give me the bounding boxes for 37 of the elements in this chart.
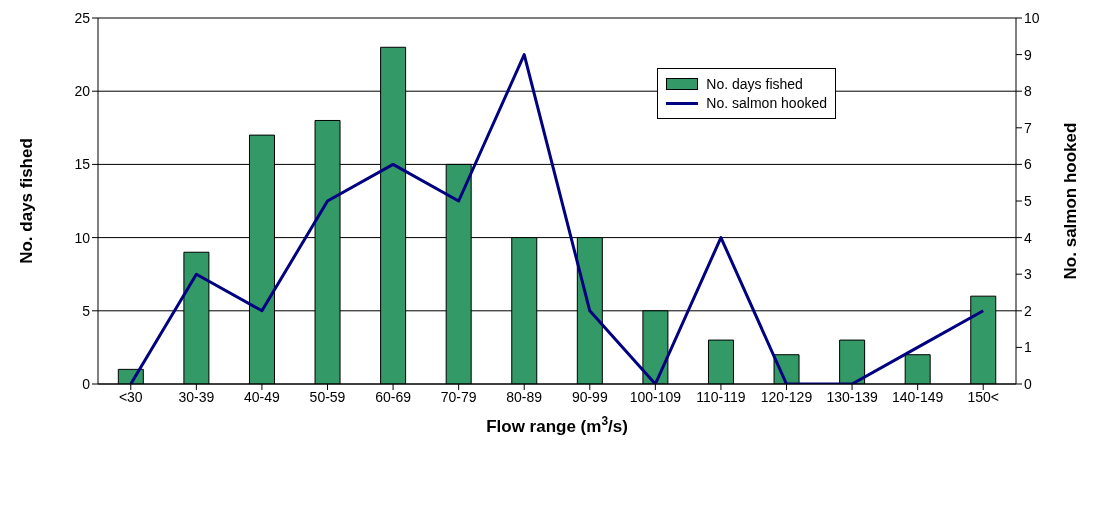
y2-tick-label: 3 — [1024, 266, 1032, 283]
x-tick-label: 110-119 — [696, 388, 746, 405]
y-tick-label: 5 — [82, 302, 91, 319]
x-tick-label: 90-99 — [571, 388, 608, 405]
x-tick-label: 80-89 — [506, 388, 543, 405]
y2-tick-label: 1 — [1024, 339, 1032, 356]
x-tick-label: 70-79 — [440, 388, 477, 405]
y2-axis-title: No. salmon hooked — [1061, 122, 1080, 280]
x-tick-label: 120-129 — [760, 388, 813, 405]
x-tick-label: 40-49 — [244, 388, 281, 405]
y2-tick-label: 10 — [1024, 9, 1040, 26]
y-tick-label: 15 — [74, 156, 91, 173]
x-tick-label: 140-149 — [891, 388, 944, 405]
legend-label: No. days fished — [706, 76, 803, 92]
y-tick-label: 10 — [74, 229, 91, 246]
y2-tick-label: 2 — [1024, 302, 1032, 319]
x-tick-label: 60-69 — [375, 388, 412, 405]
y2-tick-label: 7 — [1024, 119, 1032, 136]
y2-tick-label: 5 — [1024, 192, 1032, 209]
line-series — [129, 53, 985, 384]
x-tick-label: <30 — [118, 388, 143, 405]
y2-tick-label: 8 — [1024, 83, 1032, 100]
y2-tick-label: 9 — [1024, 46, 1032, 63]
y-axis-title: No. days fished — [17, 138, 36, 264]
y-tick-label: 25 — [74, 9, 91, 26]
y2-tick-label: 6 — [1024, 156, 1032, 173]
y2-tick-label: 0 — [1024, 375, 1032, 392]
x-tick-label: 130-139 — [826, 388, 878, 405]
legend-label: No. salmon hooked — [706, 95, 827, 111]
y2-tick-label: 4 — [1024, 229, 1032, 246]
x-tick-label: 100-109 — [629, 388, 682, 405]
y-tick-label: 0 — [82, 375, 91, 392]
y-tick-label: 20 — [74, 83, 91, 100]
x-axis-title: Flow range (m$^{3}$/s) — [486, 414, 628, 436]
x-tick-label: 30-39 — [178, 388, 215, 405]
x-tick-label: 50-59 — [309, 388, 346, 405]
x-tick-label: 150< — [967, 388, 999, 405]
